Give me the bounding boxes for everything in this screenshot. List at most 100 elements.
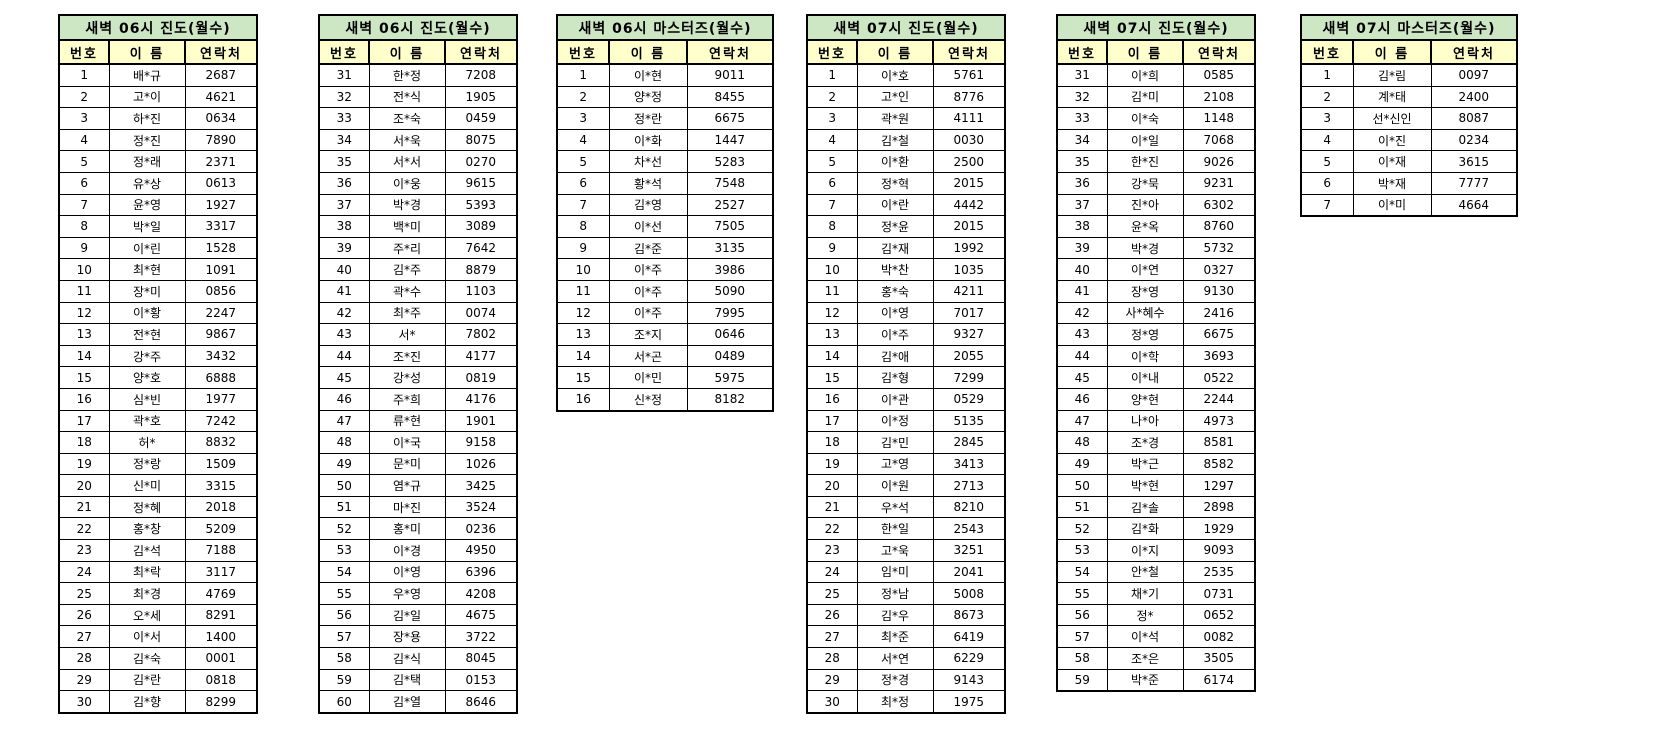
cell-contact[interactable]: 0270: [444, 150, 518, 173]
cell-number[interactable]: 8: [58, 215, 110, 238]
column-header-cell-name[interactable]: 이 름: [368, 39, 446, 65]
cell-number[interactable]: 15: [556, 366, 610, 389]
cell-number[interactable]: 14: [806, 344, 858, 368]
cell-number[interactable]: 6: [58, 171, 110, 195]
cell-name[interactable]: 김*영: [608, 193, 688, 217]
cell-name[interactable]: 김*민: [856, 431, 934, 454]
cell-name[interactable]: 조*숙: [368, 107, 446, 130]
cell-contact[interactable]: 2015: [932, 171, 1006, 195]
cell-name[interactable]: 김*솔: [1106, 495, 1184, 519]
cell-number[interactable]: 6: [556, 171, 610, 195]
table-title[interactable]: 새벽 06시 진도(월수): [318, 14, 518, 41]
cell-contact[interactable]: 1929: [1182, 517, 1256, 541]
cell-contact[interactable]: 6419: [932, 625, 1006, 649]
cell-name[interactable]: 이*현: [608, 63, 688, 87]
cell-number[interactable]: 54: [1056, 560, 1108, 584]
cell-contact[interactable]: 6229: [932, 647, 1006, 670]
cell-name[interactable]: 이*환: [856, 150, 934, 173]
cell-number[interactable]: 52: [318, 517, 370, 541]
cell-name[interactable]: 이*숙: [1106, 107, 1184, 130]
cell-number[interactable]: 2: [806, 85, 858, 109]
cell-contact[interactable]: 2687: [184, 63, 258, 87]
cell-number[interactable]: 56: [1056, 603, 1108, 627]
cell-contact[interactable]: 3089: [444, 215, 518, 238]
cell-contact[interactable]: 1927: [184, 193, 258, 217]
cell-name[interactable]: 이*일: [1106, 128, 1184, 152]
cell-name[interactable]: 박*현: [1106, 474, 1184, 497]
cell-contact[interactable]: 2018: [184, 495, 258, 519]
cell-number[interactable]: 57: [1056, 625, 1108, 649]
cell-contact[interactable]: 0585: [1182, 63, 1256, 87]
cell-number[interactable]: 13: [58, 323, 110, 346]
cell-name[interactable]: 김*애: [856, 344, 934, 368]
cell-name[interactable]: 마*진: [368, 495, 446, 519]
cell-contact[interactable]: 4111: [932, 107, 1006, 130]
cell-contact[interactable]: 0529: [932, 387, 1006, 411]
cell-name[interactable]: 김*재: [856, 236, 934, 260]
cell-contact[interactable]: 4442: [932, 193, 1006, 217]
cell-number[interactable]: 30: [806, 690, 858, 714]
cell-number[interactable]: 19: [58, 452, 110, 476]
cell-number[interactable]: 46: [318, 387, 370, 411]
cell-contact[interactable]: 0030: [932, 128, 1006, 152]
cell-contact[interactable]: 1035: [932, 258, 1006, 281]
cell-name[interactable]: 우*영: [368, 582, 446, 605]
cell-name[interactable]: 채*기: [1106, 582, 1184, 605]
cell-number[interactable]: 47: [1056, 409, 1108, 433]
cell-name[interactable]: 신*미: [108, 474, 186, 497]
cell-number[interactable]: 22: [806, 517, 858, 541]
cell-number[interactable]: 55: [1056, 582, 1108, 605]
cell-number[interactable]: 7: [556, 193, 610, 217]
cell-contact[interactable]: 8673: [932, 603, 1006, 627]
cell-name[interactable]: 정*: [1106, 603, 1184, 627]
cell-number[interactable]: 4: [58, 128, 110, 152]
cell-contact[interactable]: 1091: [184, 258, 258, 281]
cell-number[interactable]: 38: [1056, 215, 1108, 238]
cell-name[interactable]: 정*경: [856, 668, 934, 692]
cell-contact[interactable]: 7188: [184, 539, 258, 562]
cell-contact[interactable]: 0818: [184, 668, 258, 692]
cell-contact[interactable]: 3722: [444, 625, 518, 649]
cell-name[interactable]: 조*경: [1106, 431, 1184, 454]
cell-number[interactable]: 58: [318, 647, 370, 670]
cell-contact[interactable]: 2416: [1182, 301, 1256, 325]
cell-number[interactable]: 49: [1056, 452, 1108, 476]
cell-name[interactable]: 김*향: [108, 690, 186, 714]
cell-name[interactable]: 안*철: [1106, 560, 1184, 584]
cell-number[interactable]: 6: [1300, 171, 1354, 195]
cell-name[interactable]: 고*영: [856, 452, 934, 476]
cell-name[interactable]: 홍*창: [108, 517, 186, 541]
table-title[interactable]: 새벽 06시 진도(월수): [58, 14, 258, 41]
column-header-cell-contact[interactable]: 연락처: [444, 39, 518, 65]
cell-name[interactable]: 최*준: [856, 625, 934, 649]
cell-name[interactable]: 박*찬: [856, 258, 934, 281]
cell-number[interactable]: 12: [58, 301, 110, 325]
cell-contact[interactable]: 0097: [1430, 63, 1518, 87]
cell-contact[interactable]: 7995: [686, 301, 774, 325]
cell-name[interactable]: 나*아: [1106, 409, 1184, 433]
cell-number[interactable]: 24: [58, 560, 110, 584]
cell-number[interactable]: 15: [806, 366, 858, 389]
cell-contact[interactable]: 9615: [444, 171, 518, 195]
cell-number[interactable]: 27: [58, 625, 110, 649]
cell-number[interactable]: 39: [1056, 236, 1108, 260]
cell-name[interactable]: 이*웅: [368, 171, 446, 195]
table-title[interactable]: 새벽 07시 진도(월수): [1056, 14, 1256, 41]
cell-number[interactable]: 1: [556, 63, 610, 87]
cell-number[interactable]: 17: [806, 409, 858, 433]
cell-number[interactable]: 5: [806, 150, 858, 173]
cell-number[interactable]: 20: [806, 474, 858, 497]
cell-contact[interactable]: 1103: [444, 279, 518, 303]
cell-contact[interactable]: 5209: [184, 517, 258, 541]
cell-name[interactable]: 장*용: [368, 625, 446, 649]
cell-contact[interactable]: 3315: [184, 474, 258, 497]
cell-contact[interactable]: 2535: [1182, 560, 1256, 584]
cell-name[interactable]: 양*정: [608, 85, 688, 109]
cell-name[interactable]: 조*은: [1106, 647, 1184, 670]
cell-number[interactable]: 51: [318, 495, 370, 519]
cell-name[interactable]: 이*국: [368, 431, 446, 454]
cell-name[interactable]: 강*성: [368, 366, 446, 389]
column-header-cell-number[interactable]: 번호: [806, 39, 858, 65]
cell-contact[interactable]: 0074: [444, 301, 518, 325]
cell-name[interactable]: 장*미: [108, 279, 186, 303]
